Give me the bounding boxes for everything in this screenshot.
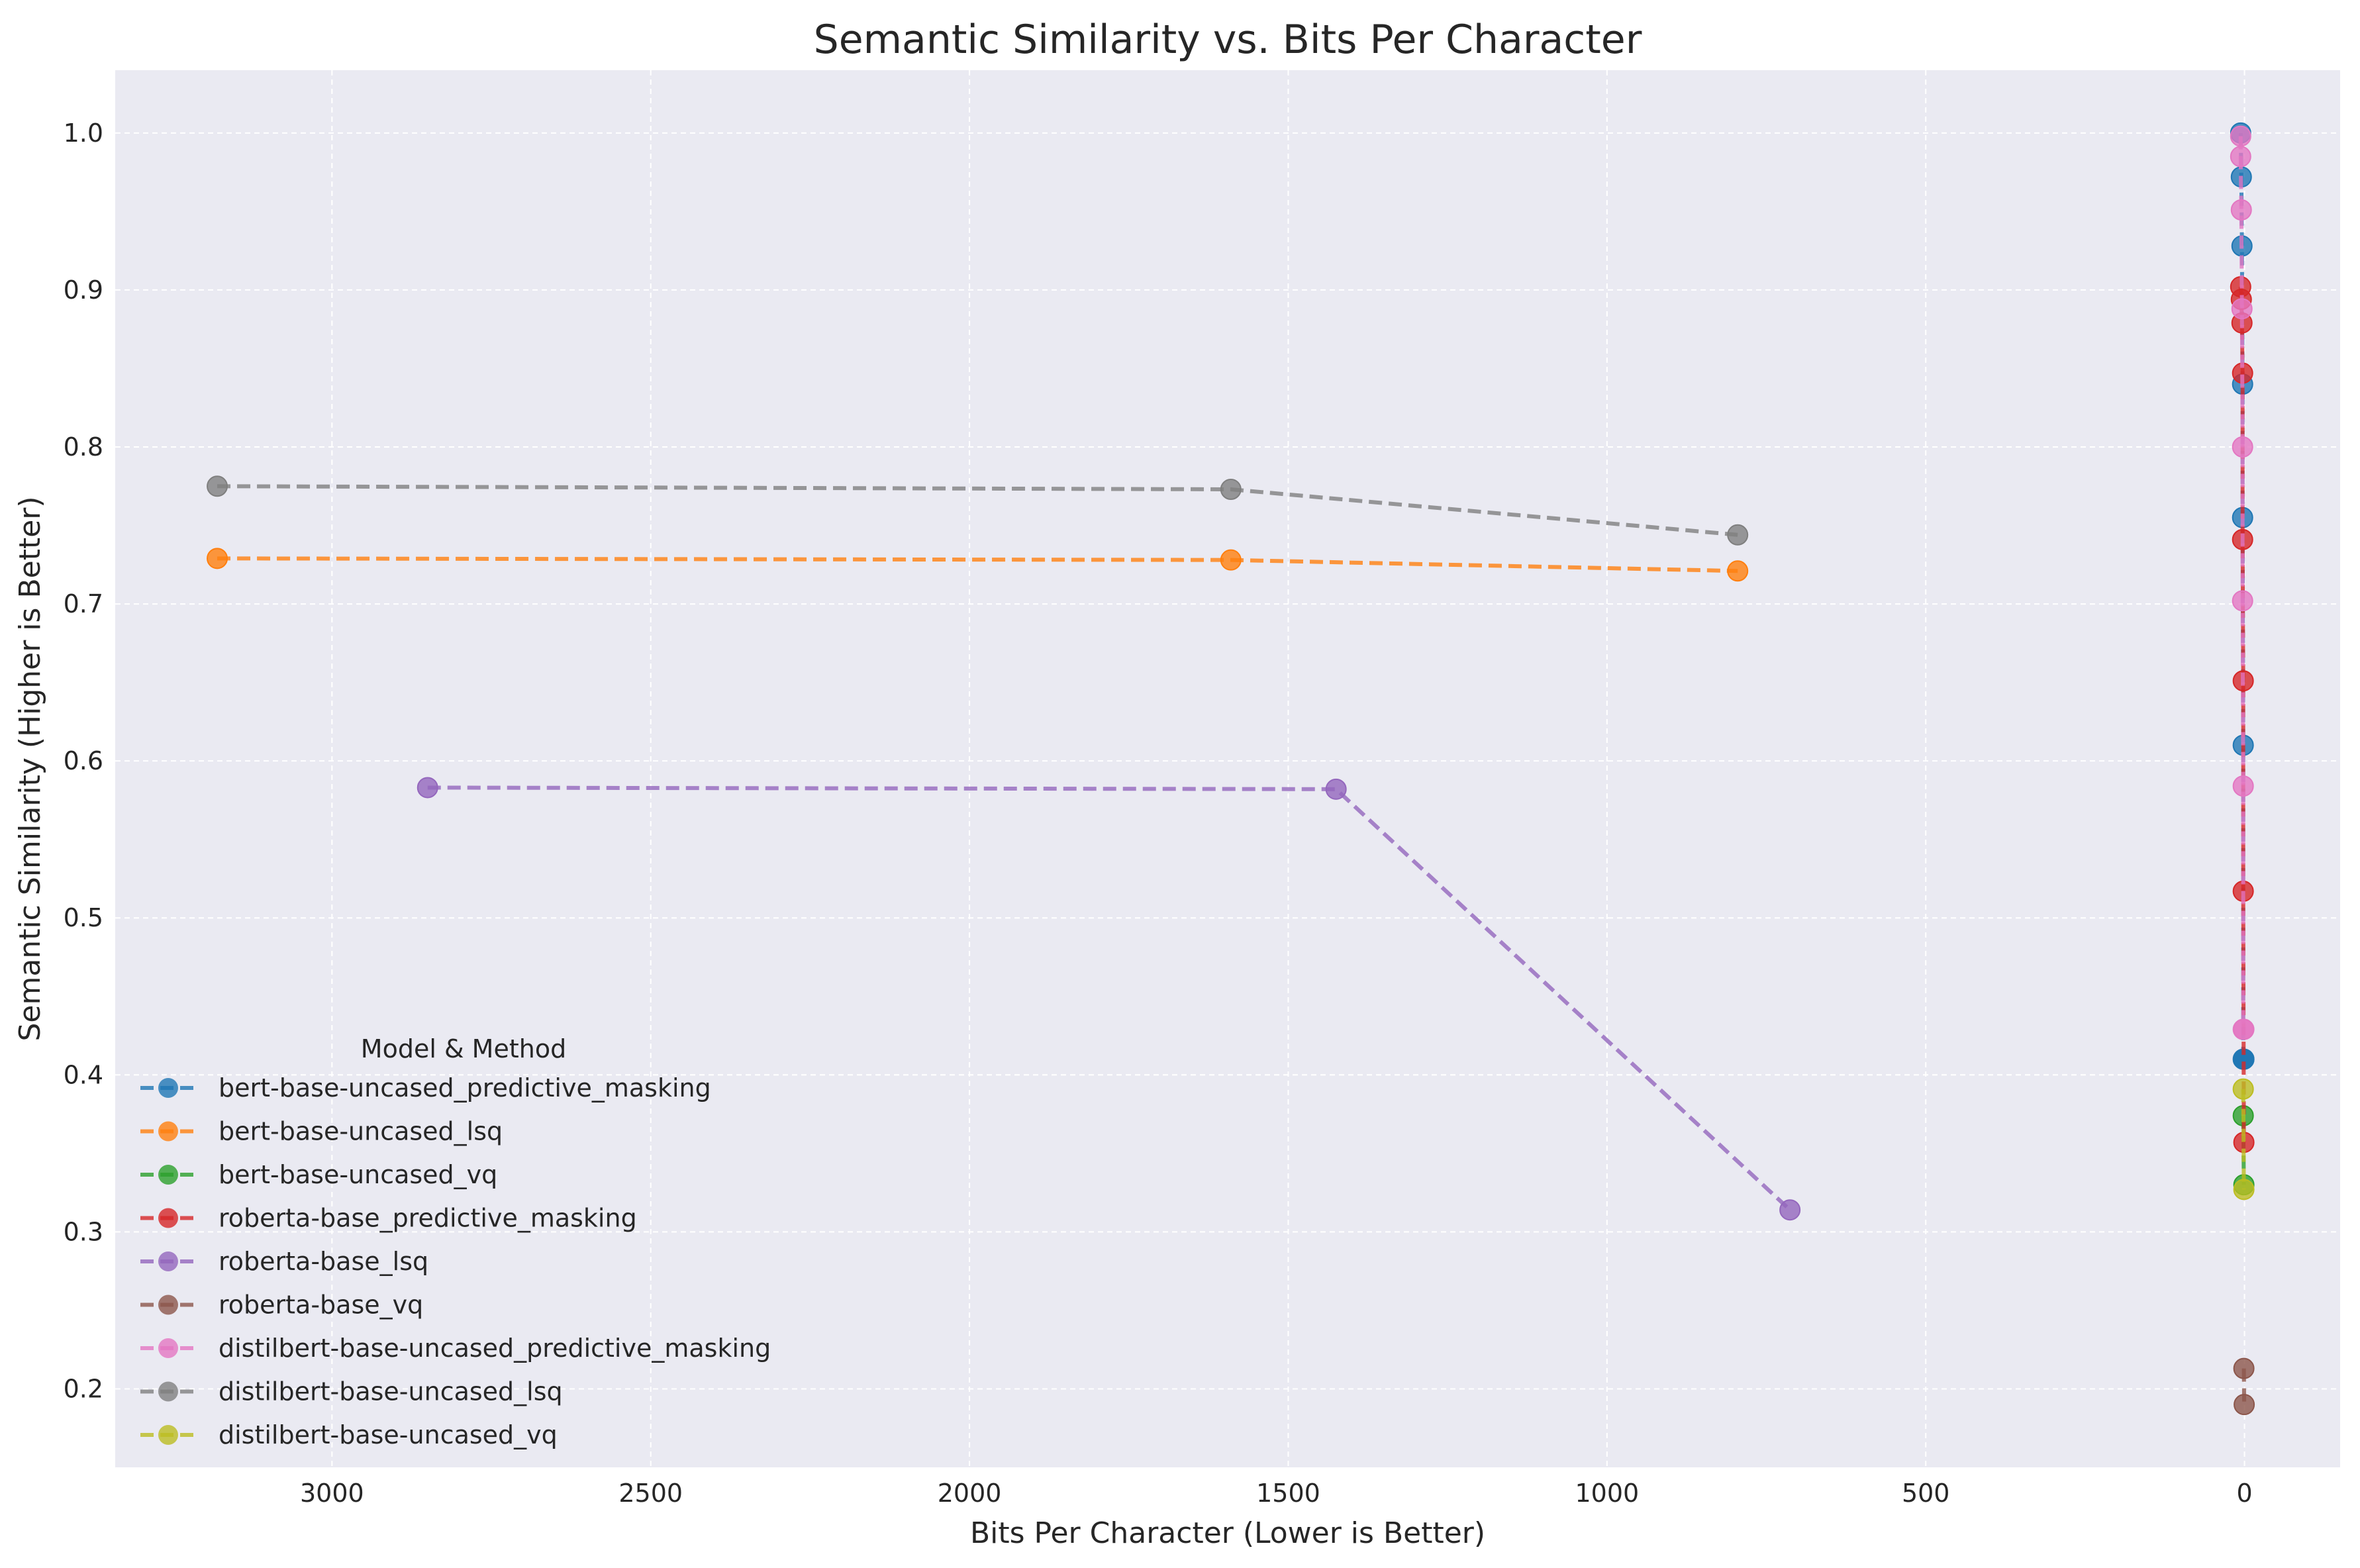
series-distilbert-base-uncased_vq <box>2232 1078 2255 1200</box>
grid <box>115 70 2340 1467</box>
data-point <box>2230 146 2251 168</box>
legend-item: bert-base-uncased_lsq <box>140 1117 503 1146</box>
y-tick-label: 0.9 <box>64 275 103 305</box>
data-point <box>2231 298 2253 320</box>
legend-marker <box>158 1295 178 1315</box>
data-point <box>2232 1078 2254 1100</box>
data-point <box>2232 775 2254 797</box>
y-tick-label: 0.6 <box>64 746 103 775</box>
data-point <box>2233 1179 2255 1200</box>
x-axis-ticks: 3000 2500 2000 1500 1000 500 0 <box>300 1479 2253 1508</box>
series-line <box>2241 1089 2246 1190</box>
x-tick-label: 1000 <box>1575 1479 1639 1508</box>
legend-label: bert-base-uncased_lsq <box>219 1117 503 1146</box>
x-axis-label: Bits Per Character (Lower is Better) <box>970 1516 1485 1550</box>
data-point <box>2233 1357 2255 1379</box>
legend-item: roberta-base_vq <box>140 1291 423 1320</box>
data-point <box>2230 199 2252 220</box>
data-point <box>1220 549 1242 571</box>
data-point <box>1220 479 1242 500</box>
legend-item: distilbert-base-uncased_lsq <box>140 1377 563 1406</box>
data-point <box>1727 524 1749 546</box>
legend-label: bert-base-uncased_predictive_masking <box>219 1073 711 1102</box>
legend-marker <box>158 1208 178 1228</box>
series-roberta-base_vq <box>2233 1357 2255 1416</box>
series-line <box>427 785 1792 1212</box>
legend-label: bert-base-uncased_vq <box>219 1160 497 1189</box>
data-point <box>207 475 228 497</box>
series-bert-base-uncased_lsq <box>207 548 1749 582</box>
series-distilbert-base-uncased_predictive_masking <box>2230 125 2255 1040</box>
data-point <box>2230 125 2251 147</box>
legend-item: distilbert-base-uncased_vq <box>140 1420 558 1449</box>
data-point <box>207 548 228 569</box>
legend-item: roberta-base_lsq <box>140 1247 428 1276</box>
series-distilbert-base-uncased_lsq <box>207 475 1749 546</box>
y-tick-label: 0.8 <box>64 432 103 462</box>
x-tick-label: 0 <box>2236 1479 2252 1508</box>
data-point <box>1779 1199 1801 1221</box>
y-tick-label: 0.4 <box>64 1060 103 1089</box>
legend-item: distilbert-base-uncased_predictive_maski… <box>140 1334 771 1363</box>
legend-marker <box>158 1425 178 1445</box>
data-point <box>2232 590 2253 612</box>
legend-label: roberta-base_vq <box>219 1291 423 1320</box>
legend-marker <box>158 1338 178 1358</box>
legend-label: distilbert-base-uncased_vq <box>219 1420 558 1449</box>
legend-marker <box>158 1078 178 1098</box>
legend-title: Model & Method <box>361 1034 566 1063</box>
y-axis-label: Semantic Similarity (Higher is Better) <box>13 496 47 1041</box>
legend-item: bert-base-uncased_predictive_masking <box>140 1073 711 1102</box>
x-tick-label: 2500 <box>618 1479 683 1508</box>
series-roberta-base_lsq <box>417 777 1801 1221</box>
legend-marker <box>158 1165 178 1185</box>
legend-label: distilbert-base-uncased_predictive_maski… <box>219 1334 771 1363</box>
y-axis-ticks: 0.2 0.3 0.4 0.5 0.6 0.7 0.8 0.9 1.0 <box>64 119 103 1404</box>
data-point <box>1727 560 1749 582</box>
legend-marker <box>158 1121 178 1142</box>
plot-area <box>115 70 2340 1467</box>
legend: Model & Method bert-base-uncased_predict… <box>140 1034 771 1449</box>
legend-marker <box>158 1381 178 1402</box>
legend-item: bert-base-uncased_vq <box>140 1160 497 1189</box>
y-tick-label: 0.2 <box>64 1374 103 1403</box>
legend-label: distilbert-base-uncased_lsq <box>219 1377 563 1406</box>
legend-label: roberta-base_lsq <box>219 1247 428 1276</box>
y-tick-label: 0.3 <box>64 1217 103 1246</box>
data-point <box>2233 1018 2255 1040</box>
legend-item: roberta-base_predictive_masking <box>140 1204 637 1233</box>
y-tick-label: 1.0 <box>64 119 103 148</box>
data-point <box>2232 436 2253 458</box>
x-tick-label: 3000 <box>300 1479 364 1508</box>
y-tick-label: 0.7 <box>64 589 103 618</box>
data-point <box>1325 778 1347 800</box>
data-point <box>2234 1394 2255 1416</box>
legend-label: roberta-base_predictive_masking <box>219 1204 637 1233</box>
data-point <box>417 777 438 799</box>
x-tick-label: 500 <box>1902 1479 1950 1508</box>
y-tick-label: 0.5 <box>64 903 103 932</box>
x-tick-label: 2000 <box>938 1479 1002 1508</box>
x-tick-label: 1500 <box>1256 1479 1320 1508</box>
series-layer <box>207 122 2255 1416</box>
chart-title: Semantic Similarity vs. Bits Per Charact… <box>814 17 1642 63</box>
legend-marker <box>158 1251 178 1271</box>
